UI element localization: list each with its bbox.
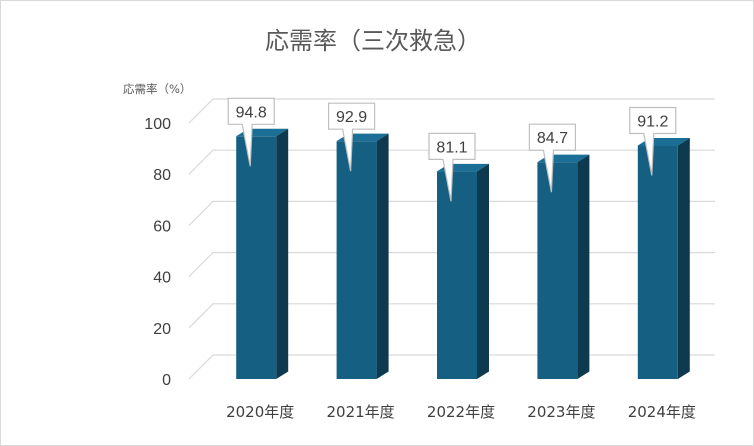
bar-front-3 <box>537 162 578 379</box>
x-category-label-0: 2020年度 <box>226 403 294 421</box>
x-category-label-4: 2024年度 <box>628 403 696 421</box>
data-labels: 94.8 92.9 81.1 84.7 91.2 <box>227 97 677 202</box>
bar-0 <box>236 128 289 379</box>
y-tick-label-4: 80 <box>153 167 171 184</box>
y-tick-label-2: 40 <box>153 270 171 287</box>
y-axis-label: 応需率（%） <box>123 82 191 96</box>
bar-3 <box>537 154 590 379</box>
data-label-callout-3 <box>528 123 576 193</box>
data-label-2: 81.1 <box>428 132 476 202</box>
y-tick-label-3: 60 <box>153 218 171 235</box>
y-tick-label-1: 20 <box>153 321 171 338</box>
y-tick-label-0: 0 <box>162 372 171 389</box>
data-label-callout-0 <box>227 97 275 167</box>
bar-1 <box>336 133 389 379</box>
data-label-text-3: 84.7 <box>537 130 568 147</box>
data-label-callout-1 <box>328 102 376 172</box>
bar-side-2 <box>477 163 489 379</box>
chart-title: 応需率（三次救急） <box>265 27 481 55</box>
bar-side-0 <box>276 128 289 379</box>
data-label-text-2: 81.1 <box>436 139 467 156</box>
bar-2 <box>437 163 489 379</box>
data-label-callout-2 <box>428 132 476 202</box>
x-category-label-1: 2021年度 <box>327 403 395 421</box>
bar-front-4 <box>637 145 678 379</box>
x-category-label-2: 2022年度 <box>427 403 495 421</box>
y-tick-label-5: 100 <box>144 116 171 133</box>
bar-side-3 <box>577 154 590 379</box>
bar-4 <box>637 138 690 379</box>
data-label-0: 94.8 <box>227 97 275 167</box>
data-label-4: 91.2 <box>629 106 677 176</box>
bar-side-1 <box>376 133 389 379</box>
data-label-text-4: 91.2 <box>637 114 668 131</box>
x-category-label-3: 2023年度 <box>527 403 595 421</box>
x-axis-categories: 2020年度 2021年度 2022年度 2023年度 2024年度 <box>226 403 696 421</box>
data-label-1: 92.9 <box>328 102 376 172</box>
gridline-5 <box>188 98 715 124</box>
bar-side-4 <box>677 138 690 379</box>
bar-front-0 <box>236 136 277 379</box>
data-label-text-0: 94.8 <box>236 104 267 121</box>
data-label-text-1: 92.9 <box>336 109 367 126</box>
y-axis-ticks: 0 20 40 60 80 100 <box>144 116 171 389</box>
data-label-3: 84.7 <box>528 123 576 193</box>
bar-front-2 <box>437 171 477 379</box>
data-label-callout-4 <box>629 106 677 176</box>
bar-front-1 <box>336 141 377 379</box>
bars <box>236 128 690 379</box>
